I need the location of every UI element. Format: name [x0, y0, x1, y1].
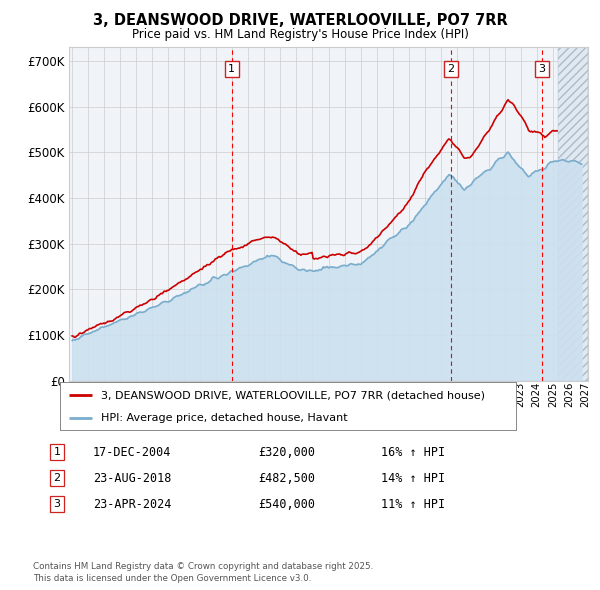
Text: 3, DEANSWOOD DRIVE, WATERLOOVILLE, PO7 7RR: 3, DEANSWOOD DRIVE, WATERLOOVILLE, PO7 7…	[92, 13, 508, 28]
Text: HPI: Average price, detached house, Havant: HPI: Average price, detached house, Hava…	[101, 413, 347, 423]
Text: Price paid vs. HM Land Registry's House Price Index (HPI): Price paid vs. HM Land Registry's House …	[131, 28, 469, 41]
Text: 11% ↑ HPI: 11% ↑ HPI	[381, 497, 445, 510]
Text: £482,500: £482,500	[258, 471, 315, 484]
Text: 2: 2	[53, 473, 61, 483]
Text: 1: 1	[53, 447, 61, 457]
Text: £540,000: £540,000	[258, 497, 315, 510]
Text: 23-APR-2024: 23-APR-2024	[93, 497, 172, 510]
Text: 16% ↑ HPI: 16% ↑ HPI	[381, 445, 445, 458]
Text: £320,000: £320,000	[258, 445, 315, 458]
Text: 17-DEC-2004: 17-DEC-2004	[93, 445, 172, 458]
Text: 3: 3	[538, 64, 545, 74]
Text: 3: 3	[53, 499, 61, 509]
Text: 2: 2	[448, 64, 455, 74]
Text: Contains HM Land Registry data © Crown copyright and database right 2025.
This d: Contains HM Land Registry data © Crown c…	[33, 562, 373, 583]
Text: 3, DEANSWOOD DRIVE, WATERLOOVILLE, PO7 7RR (detached house): 3, DEANSWOOD DRIVE, WATERLOOVILLE, PO7 7…	[101, 391, 485, 401]
Text: 1: 1	[228, 64, 235, 74]
Text: 23-AUG-2018: 23-AUG-2018	[93, 471, 172, 484]
Text: 14% ↑ HPI: 14% ↑ HPI	[381, 471, 445, 484]
